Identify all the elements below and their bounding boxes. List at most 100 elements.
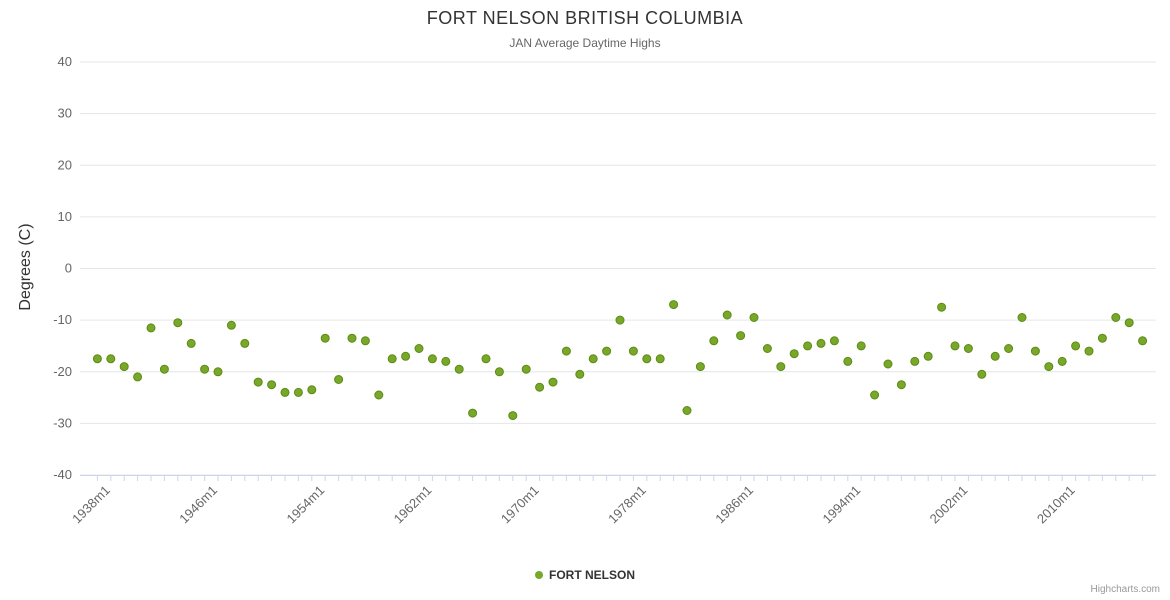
legend: FORT NELSON	[0, 568, 1170, 582]
data-point[interactable]	[548, 377, 558, 387]
legend-item-fort-nelson[interactable]: FORT NELSON	[535, 568, 635, 582]
y-axis-label: 0	[65, 261, 72, 276]
data-point[interactable]	[655, 354, 665, 364]
data-point[interactable]	[736, 331, 746, 341]
gridlines	[80, 61, 1156, 476]
data-point[interactable]	[253, 377, 263, 387]
data-point[interactable]	[816, 338, 826, 348]
data-point[interactable]	[334, 375, 344, 384]
data-point[interactable]	[575, 369, 585, 379]
data-point[interactable]	[602, 346, 612, 356]
data-point[interactable]	[454, 364, 464, 374]
data-point[interactable]	[92, 354, 102, 364]
data-point[interactable]	[682, 406, 692, 415]
data-point[interactable]	[320, 333, 330, 343]
data-point[interactable]	[896, 380, 906, 390]
data-point[interactable]	[856, 341, 866, 351]
data-point[interactable]	[695, 362, 705, 372]
data-point[interactable]	[1044, 362, 1054, 372]
data-point[interactable]	[990, 351, 1000, 361]
x-axis-label: 1954m1	[283, 483, 327, 527]
data-point[interactable]	[521, 364, 531, 374]
data-point[interactable]	[977, 369, 987, 379]
data-point[interactable]	[347, 333, 357, 343]
data-point[interactable]	[280, 387, 290, 397]
data-point[interactable]	[1084, 346, 1094, 356]
data-point[interactable]	[360, 336, 370, 346]
data-point[interactable]	[401, 351, 411, 361]
data-point[interactable]	[762, 344, 772, 353]
data-point[interactable]	[829, 336, 839, 346]
data-point[interactable]	[468, 408, 478, 418]
data-point[interactable]	[307, 385, 317, 395]
data-point[interactable]	[267, 380, 277, 390]
data-point[interactable]	[1030, 346, 1040, 356]
data-point[interactable]	[722, 310, 732, 320]
data-point[interactable]	[709, 336, 719, 346]
data-point[interactable]	[387, 354, 397, 364]
y-axis-label: 40	[58, 54, 72, 69]
data-point[interactable]	[535, 382, 545, 392]
data-point[interactable]	[1138, 336, 1148, 346]
data-point[interactable]	[106, 354, 116, 364]
data-point[interactable]	[1004, 344, 1014, 353]
data-point[interactable]	[561, 346, 571, 356]
x-axis-ticks	[96, 476, 1144, 481]
data-point[interactable]	[213, 367, 223, 377]
data-point[interactable]	[173, 318, 183, 328]
y-axis-label: -10	[53, 312, 72, 327]
data-point[interactable]	[803, 341, 813, 351]
data-point[interactable]	[588, 354, 598, 364]
data-point[interactable]	[481, 354, 491, 364]
data-point[interactable]	[240, 338, 250, 348]
data-point[interactable]	[159, 364, 169, 374]
data-points[interactable]	[92, 300, 1148, 421]
highcharts-credits-link[interactable]: Highcharts.com	[1090, 584, 1160, 595]
x-axis-label: 1978m1	[605, 483, 649, 527]
data-point[interactable]	[1057, 356, 1067, 366]
data-point[interactable]	[133, 372, 143, 382]
data-point[interactable]	[776, 362, 786, 372]
data-point[interactable]	[615, 315, 625, 325]
data-point[interactable]	[119, 362, 129, 372]
data-point[interactable]	[950, 341, 960, 351]
data-point[interactable]	[749, 313, 759, 322]
data-point[interactable]	[1111, 313, 1121, 322]
data-point[interactable]	[843, 356, 853, 366]
data-point[interactable]	[494, 367, 504, 377]
data-point[interactable]	[789, 349, 799, 359]
y-axis-label: 10	[58, 209, 72, 224]
data-point[interactable]	[669, 300, 679, 310]
data-point[interactable]	[923, 351, 933, 361]
data-point[interactable]	[1071, 341, 1081, 351]
data-point[interactable]	[910, 356, 920, 366]
x-axis-label: 1946m1	[176, 483, 220, 527]
data-point[interactable]	[870, 390, 880, 400]
data-point[interactable]	[963, 344, 973, 353]
data-point[interactable]	[200, 364, 210, 374]
data-point[interactable]	[1124, 318, 1134, 328]
data-point[interactable]	[374, 390, 384, 400]
x-axis-label: 1986m1	[712, 483, 756, 527]
data-point[interactable]	[146, 323, 156, 333]
data-point[interactable]	[226, 320, 236, 330]
x-axis-label: 2002m1	[927, 483, 971, 527]
data-point[interactable]	[427, 354, 437, 364]
data-point[interactable]	[441, 356, 451, 366]
data-point[interactable]	[628, 346, 638, 356]
data-point[interactable]	[508, 411, 518, 421]
data-point[interactable]	[186, 338, 196, 348]
data-point[interactable]	[1097, 333, 1107, 343]
y-axis-label: 30	[58, 106, 72, 121]
chart-subtitle: JAN Average Daytime Highs	[509, 36, 661, 50]
y-axis-label: -40	[53, 467, 72, 482]
data-point[interactable]	[937, 302, 947, 312]
data-point[interactable]	[1017, 313, 1027, 322]
x-axis-label: 1962m1	[391, 483, 435, 527]
data-point[interactable]	[293, 387, 303, 397]
data-point[interactable]	[883, 359, 893, 369]
data-point[interactable]	[642, 354, 652, 364]
data-point[interactable]	[414, 344, 424, 353]
